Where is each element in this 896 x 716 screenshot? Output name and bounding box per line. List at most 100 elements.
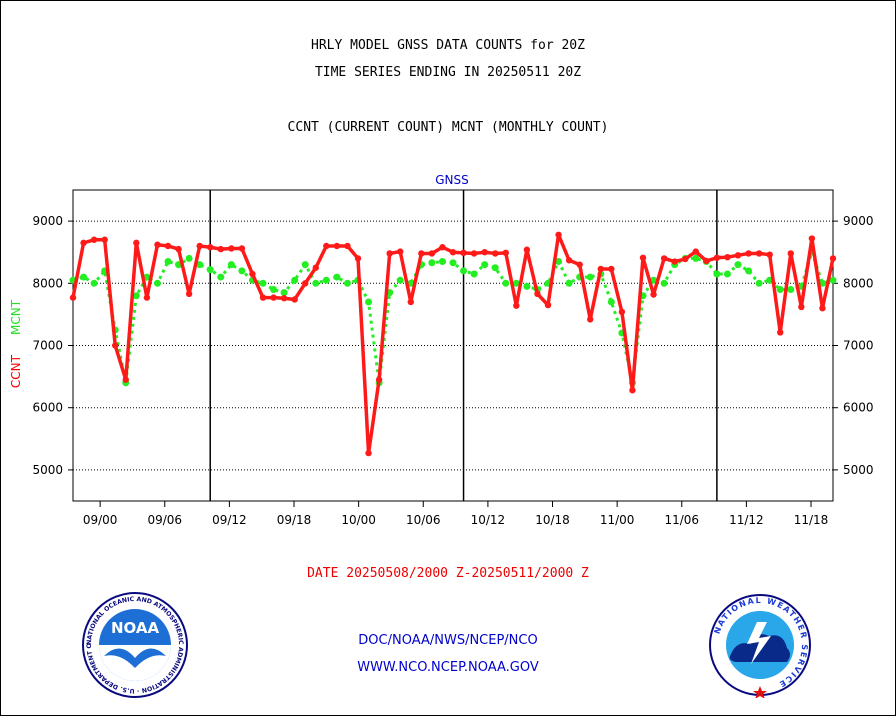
mcnt-point <box>481 261 489 269</box>
mcnt-point <box>565 279 573 287</box>
ccnt-line <box>71 233 835 455</box>
mcnt-point <box>470 270 478 278</box>
mcnt-point <box>365 298 373 306</box>
ccnt-point <box>470 250 478 257</box>
ccnt-point <box>428 250 436 257</box>
ccnt-point <box>69 294 77 301</box>
ccnt-point <box>312 264 319 271</box>
mcnt-point <box>407 279 415 287</box>
y-tick-label-right: 7000 <box>843 339 874 353</box>
mcnt-point <box>660 279 668 287</box>
title-line-2: TIME SERIES ENDING IN 20250511 20Z <box>314 65 582 80</box>
ccnt-point <box>703 257 710 265</box>
ccnt-point <box>660 255 668 262</box>
ccnt-point <box>101 236 108 243</box>
mcnt-point <box>734 261 742 269</box>
ccnt-point <box>112 342 119 349</box>
mcnt-point <box>745 267 753 275</box>
chart-title: GNSS <box>435 173 469 187</box>
ccnt-point <box>407 298 414 306</box>
mcnt-point <box>259 279 267 287</box>
ccnt-point <box>154 241 161 248</box>
ccnt-point <box>291 296 298 303</box>
ccnt-point <box>481 249 488 256</box>
ccnt-point <box>745 250 752 257</box>
ylabel-mcnt: MCNT <box>9 299 23 335</box>
x-tick-label: 11/12 <box>729 513 764 527</box>
ccnt-point <box>365 449 372 457</box>
y-tick-label: 7000 <box>32 339 63 353</box>
ccnt-point <box>175 245 182 253</box>
x-tick-label: 10/06 <box>406 513 441 527</box>
x-tick-label: 11/18 <box>794 513 829 527</box>
x-tick-label: 11/00 <box>600 513 635 527</box>
ccnt-point <box>650 291 657 298</box>
day-separators <box>209 190 718 501</box>
mcnt-point <box>650 276 658 284</box>
ccnt-point <box>755 250 763 257</box>
mcnt-point <box>692 254 700 262</box>
nws-logo-icon: NATIONAL WEATHER SERVICE <box>709 594 811 698</box>
ccnt-point <box>238 245 246 252</box>
mcnt-point <box>460 267 468 275</box>
x-axis-ticks: 09/00 09/06 09/12 09/18 10/00 10/06 10/12 10/18… <box>83 501 828 527</box>
ccnt-point <box>534 290 541 298</box>
ccnt-point <box>555 231 562 238</box>
ccnt-point <box>808 235 816 242</box>
mcnt-point <box>206 266 214 274</box>
ccnt-point <box>734 252 742 259</box>
ccnt-point <box>798 303 805 311</box>
ccnt-point <box>565 257 573 264</box>
ccnt-point <box>270 294 277 301</box>
x-tick-label: 10/18 <box>535 513 570 527</box>
ccnt-point <box>354 255 362 262</box>
y-tick-label: 6000 <box>32 401 63 415</box>
ccnt-series <box>69 231 837 457</box>
ccnt-point <box>502 249 509 257</box>
ccnt-point <box>302 280 309 287</box>
ccnt-point <box>386 250 393 257</box>
ccnt-point <box>280 295 288 302</box>
mcnt-point <box>713 270 721 278</box>
ccnt-point <box>692 248 699 255</box>
ccnt-point <box>544 301 552 309</box>
ccnt-point <box>576 261 583 268</box>
date-range: DATE 20250508/2000 Z-20250511/2000 Z <box>307 566 589 581</box>
url-link[interactable]: WWW.NCO.NCEP.NOAA.GOV <box>357 660 539 675</box>
x-tick-label: 09/06 <box>147 513 182 527</box>
mcnt-point <box>80 273 88 281</box>
mcnt-point <box>523 282 531 290</box>
ccnt-point <box>819 304 826 312</box>
x-tick-label: 10/00 <box>341 513 376 527</box>
ccnt-point <box>249 270 256 278</box>
ccnt-point <box>333 242 341 250</box>
ccnt-point <box>629 387 636 394</box>
mcnt-point <box>428 259 436 267</box>
ccnt-point <box>449 249 457 256</box>
mcnt-point <box>291 276 299 284</box>
mcnt-point <box>164 258 172 266</box>
ccnt-point <box>228 245 235 252</box>
ccnt-point <box>217 245 224 253</box>
ccnt-point <box>523 246 531 253</box>
ccnt-point <box>713 254 721 261</box>
mcnt-point <box>132 292 140 300</box>
ccnt-point <box>207 244 214 251</box>
x-tick-label: 09/12 <box>212 513 247 527</box>
mcnt-point <box>333 273 341 281</box>
mcnt-point <box>343 279 351 287</box>
gridlines <box>73 220 833 471</box>
ccnt-point <box>787 250 794 257</box>
ccnt-point <box>185 290 193 298</box>
ccnt-point <box>671 258 678 265</box>
mcnt-point <box>438 258 446 266</box>
ccnt-point <box>777 329 784 336</box>
ccnt-point <box>639 254 647 261</box>
ccnt-point <box>164 242 172 250</box>
mcnt-point <box>312 279 320 287</box>
y-tick-label: 8000 <box>32 276 63 290</box>
mcnt-point <box>185 254 193 262</box>
mcnt-point <box>322 276 330 284</box>
ccnt-point <box>90 236 98 243</box>
